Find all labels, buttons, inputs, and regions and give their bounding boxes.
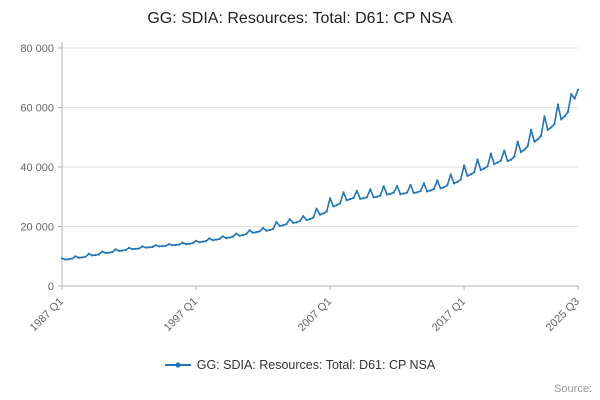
svg-text:40 000: 40 000 [20, 162, 54, 174]
svg-text:20 000: 20 000 [20, 222, 54, 234]
svg-text:1997 Q1: 1997 Q1 [162, 296, 200, 334]
plot-wrap: 0 20 000 40 000 60 000 80 000 1987 Q1 1997 Q1 2… [0, 34, 600, 346]
svg-text:60 000: 60 000 [20, 103, 54, 115]
legend-item[interactable]: GG: SDIA: Resources: Total: D61: CP NSA [164, 358, 436, 372]
svg-text:80 000: 80 000 [20, 43, 54, 55]
svg-text:0: 0 [48, 281, 54, 293]
svg-text:2007 Q1: 2007 Q1 [296, 296, 334, 334]
svg-text:2017 Q1: 2017 Q1 [430, 296, 468, 334]
chart-title: GG: SDIA: Resources: Total: D61: CP NSA [147, 10, 453, 27]
svg-text:1987 Q1: 1987 Q1 [28, 296, 66, 334]
legend-label: GG: SDIA: Resources: Total: D61: CP NSA [196, 358, 436, 372]
legend-line-icon [164, 362, 191, 368]
source-label: Source: [554, 383, 592, 395]
plot-area: 0 20 000 40 000 60 000 80 000 1987 Q1 1997 Q1 2… [20, 42, 582, 334]
legend: GG: SDIA: Resources: Total: D61: CP NSA [0, 358, 600, 372]
svg-text:2025 Q3: 2025 Q3 [544, 296, 582, 334]
